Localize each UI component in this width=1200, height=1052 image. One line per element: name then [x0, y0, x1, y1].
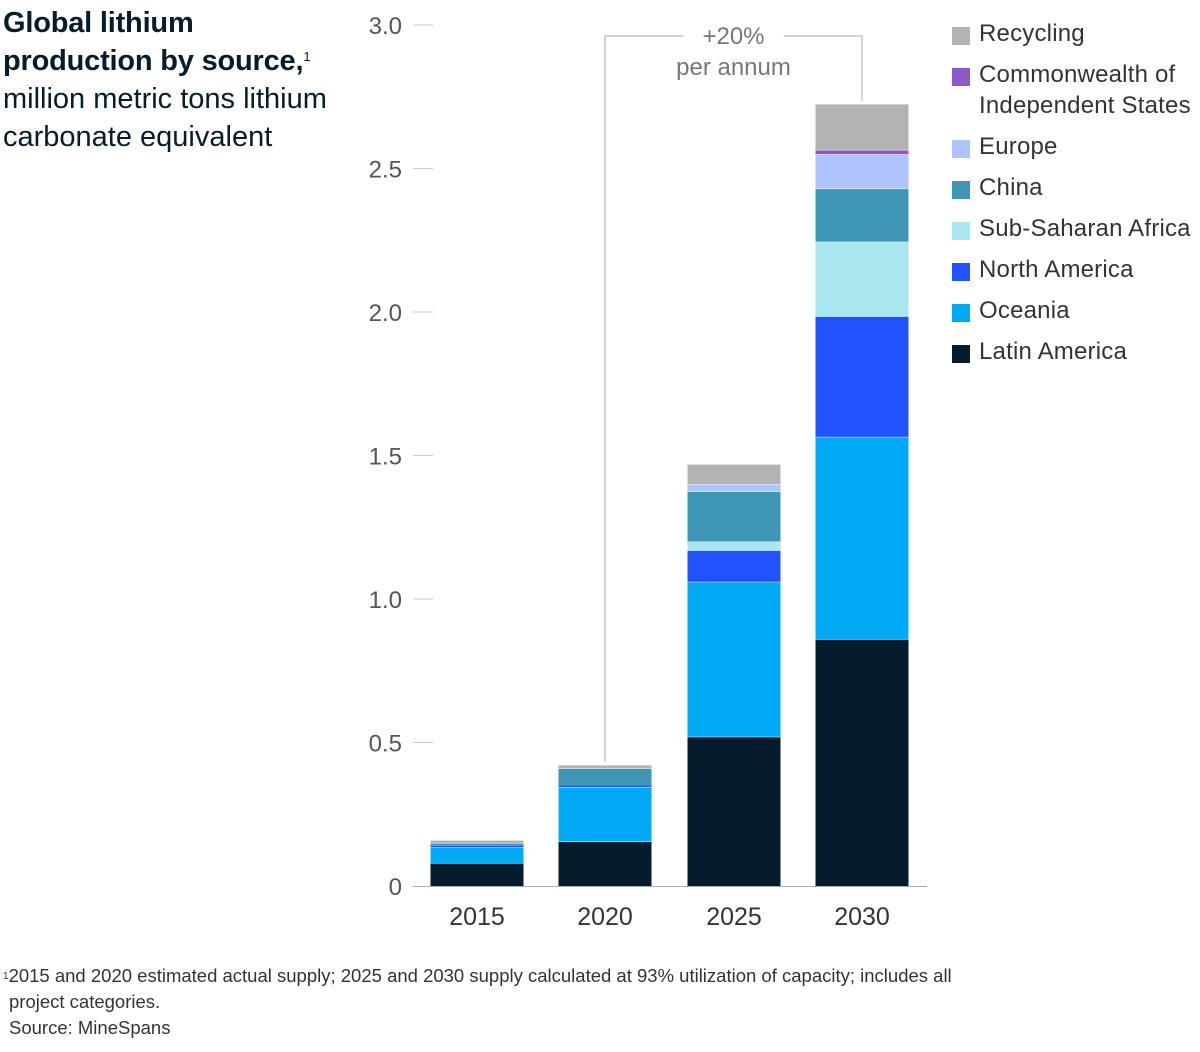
legend-item: Sub-Saharan Africa [952, 213, 1200, 244]
legend-label: Commonwealth of Independent States [979, 61, 1191, 119]
y-tick-label: 0.5 [369, 731, 402, 758]
bar-segment [430, 863, 524, 886]
bar-segment [558, 764, 652, 769]
legend-item: Oceania [952, 295, 1200, 326]
bar-segment [558, 841, 652, 886]
source-note: Source: MineSpans [9, 1017, 171, 1038]
bar-segment [430, 847, 524, 864]
y-tick-label: 0 [389, 874, 402, 901]
bar-segment [687, 491, 781, 542]
legend-swatch [952, 68, 970, 86]
legend-swatch [952, 181, 970, 199]
bar-segment [687, 550, 781, 582]
legend-label: China [979, 174, 1043, 201]
legend-item: Commonwealth of Independent States [952, 59, 1200, 121]
legend-label: North America [979, 256, 1134, 283]
chart-title-main: Global lithium production by source, [3, 7, 304, 77]
y-tick-label: 1.5 [369, 444, 402, 471]
legend-swatch [952, 222, 970, 240]
x-tick-label: 2025 [706, 903, 762, 931]
bar-segment [687, 736, 781, 886]
growth-bracket-left [604, 35, 684, 762]
bar-segment [558, 768, 652, 786]
bar-segment [815, 316, 909, 437]
bar-segment [558, 786, 652, 842]
x-tick-label: 2030 [834, 903, 890, 931]
bar-segment [430, 840, 524, 843]
legend-label: Recycling [979, 20, 1085, 47]
bar-segment [815, 149, 909, 155]
legend-swatch [952, 263, 970, 281]
legend-item: Latin America [952, 336, 1200, 367]
growth-bracket-right [783, 35, 863, 101]
x-tick-label: 2020 [577, 903, 633, 931]
legend-label: Oceania [979, 297, 1070, 324]
title-footnote-marker: 1 [303, 49, 311, 64]
bar-segment [687, 484, 781, 492]
footnotes: 12015 and 2020 estimated actual supply; … [3, 963, 1183, 1041]
bar-segment [815, 241, 909, 317]
growth-annotation-value: +20% [702, 23, 764, 50]
legend-item: Recycling [952, 18, 1200, 49]
legend-label: Europe [979, 133, 1058, 160]
y-tick-label: 3.0 [369, 13, 402, 40]
footnote-marker: 1 [3, 971, 9, 982]
legend-item: North America [952, 254, 1200, 285]
chart-legend: Recycling Commonwealth of Independent Sta… [952, 18, 1200, 377]
growth-annotation-label: per annum [676, 54, 791, 81]
bar-segment [430, 842, 524, 846]
legend-swatch [952, 304, 970, 322]
legend-label: Sub-Saharan Africa [979, 215, 1191, 242]
legend-label: Latin America [979, 338, 1128, 365]
bar-segment [430, 845, 524, 848]
y-tick-label: 1.0 [369, 587, 402, 614]
bar-segment [815, 436, 909, 640]
bar-segment [687, 541, 781, 551]
x-tick-label: 2015 [449, 903, 505, 931]
bar-segment [815, 154, 909, 189]
y-tick-label: 2.5 [369, 157, 402, 184]
stacked-bar-chart: 0 0.5 1.0 1.5 2.0 2.5 3.0 2015 2020 2025 2030 +20% p… [369, 13, 927, 931]
bar-segment [687, 581, 781, 737]
bar-segment [815, 639, 909, 886]
footnote-text-line1: 2015 and 2020 estimated actual supply; 2… [8, 965, 952, 986]
y-tick-label: 2.0 [369, 300, 402, 327]
bar-segment [558, 785, 652, 787]
bar-segment [815, 188, 909, 242]
bar-segment [687, 464, 781, 485]
chart-subtitle: million metric tons lithium carbonate eq… [3, 83, 327, 153]
chart-title: Global lithium production by source,1 mi… [3, 4, 348, 156]
footnote-1: 12015 and 2020 estimated actual supply; … [3, 963, 1183, 989]
legend-swatch [952, 345, 970, 363]
footnote-text-line2: project categories. [9, 991, 161, 1012]
bar-segment [815, 103, 909, 150]
legend-item: Europe [952, 131, 1200, 162]
legend-item: China [952, 172, 1200, 203]
legend-swatch [952, 140, 970, 158]
legend-swatch [952, 27, 970, 45]
